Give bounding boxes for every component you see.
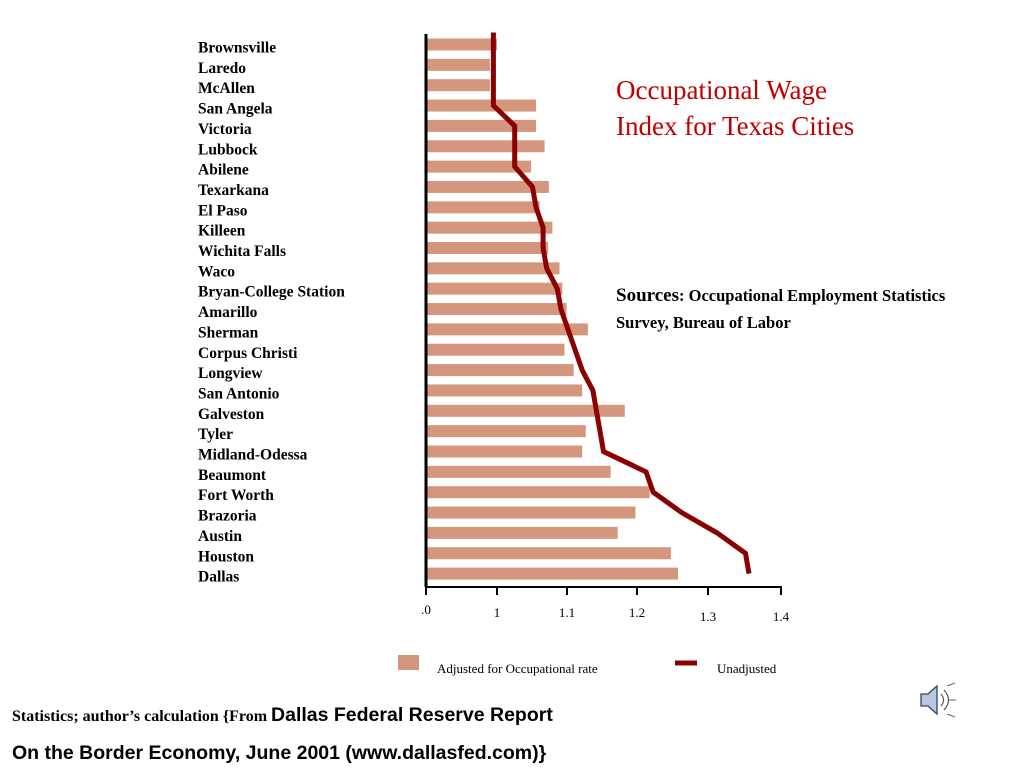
bar <box>426 99 537 112</box>
category-label: Midland-Odessa <box>198 447 308 464</box>
category-label: Abilene <box>198 162 249 179</box>
bar <box>426 526 618 539</box>
bar <box>426 547 671 560</box>
bar <box>426 303 567 316</box>
legend-label-unadjusted: Unadjusted <box>717 661 777 676</box>
x-tick-label: .0 <box>421 602 431 617</box>
category-label: Wichita Falls <box>198 243 286 260</box>
category-label: Killeen <box>198 223 246 240</box>
category-label: Austin <box>198 528 242 545</box>
x-tick-label: 1.4 <box>773 609 790 624</box>
unadjusted-line <box>490 32 752 575</box>
category-label: Victoria <box>198 121 252 138</box>
category-label: Texarkana <box>198 182 269 199</box>
category-label: McAllen <box>198 80 255 97</box>
x-tick-label: 1.1 <box>559 605 575 620</box>
bar <box>426 323 588 336</box>
category-labels: Brownsville Laredo McAllen San Angela Victor… <box>198 40 345 586</box>
footer-line-1-part-1: Statistics; author’s calculation {From <box>12 708 272 725</box>
category-label: Corpus Christi <box>198 345 298 362</box>
x-tick-label: 1.2 <box>629 605 645 620</box>
bar <box>426 465 611 478</box>
category-label: Lubbock <box>198 141 258 158</box>
bar <box>426 180 549 193</box>
x-tick-label: 1.3 <box>700 609 716 624</box>
legend: Adjusted for Occupational rate Unadjuste… <box>398 655 777 676</box>
speaker-icon[interactable] <box>918 680 958 720</box>
chart-title: Occupational Wage Index for Texas Cities <box>616 75 855 141</box>
category-label: Tyler <box>198 426 233 443</box>
bars <box>426 38 679 580</box>
bar <box>426 58 490 71</box>
bar <box>426 119 537 132</box>
category-label: Galveston <box>198 406 265 423</box>
bar <box>426 282 563 295</box>
bar <box>426 221 553 234</box>
category-label: Brownsville <box>198 40 276 57</box>
footer-line-1: Statistics; author’s calculation {From D… <box>12 704 553 727</box>
category-label: Longview <box>198 365 263 382</box>
bar <box>426 364 574 377</box>
bar <box>426 201 540 214</box>
category-label: San Angela <box>198 101 273 118</box>
bar <box>426 384 583 397</box>
category-label: Dallas <box>198 569 239 586</box>
bar <box>426 486 650 499</box>
bar <box>426 262 560 275</box>
bar <box>426 160 532 173</box>
footer-line-2: On the Border Economy, June 2001 (www.da… <box>12 742 547 764</box>
bar <box>426 567 679 580</box>
footer-line-1-part-2: Dallas Federal Reserve Report <box>271 704 553 726</box>
bar <box>426 404 625 417</box>
category-label: Sherman <box>198 324 259 341</box>
bar <box>426 140 545 153</box>
category-label: Fort Worth <box>198 487 274 504</box>
category-label: Laredo <box>198 60 246 77</box>
category-label: Brazoria <box>198 508 257 525</box>
category-label: El Paso <box>198 202 248 219</box>
chart: Brownsville Laredo McAllen San Angela Victor… <box>198 32 790 676</box>
category-label: Bryan-College Station <box>198 284 345 301</box>
category-label: Houston <box>198 548 254 565</box>
x-ticks: .0 1 1.1 1.2 1.3 1.4 <box>421 587 790 624</box>
legend-bar-swatch <box>398 655 419 670</box>
category-label: Beaumont <box>198 467 267 484</box>
sources-lead: Sources <box>616 285 679 306</box>
bar <box>426 445 583 458</box>
bar <box>426 506 636 519</box>
sources-note: Sources: Occupational Employment Statist… <box>616 282 996 336</box>
sources-text: : Occupational Employment Statistics Sur… <box>616 286 946 332</box>
bar <box>426 425 586 438</box>
category-label: Amarillo <box>198 304 258 321</box>
x-tick-label: 1 <box>494 605 501 620</box>
legend-label-adjusted: Adjusted for Occupational rate <box>437 661 598 676</box>
bar <box>426 242 549 254</box>
bar <box>426 38 497 51</box>
bar <box>426 343 565 356</box>
category-label: San Antonio <box>198 385 280 402</box>
bar <box>426 79 490 92</box>
category-label: Waco <box>198 263 235 280</box>
